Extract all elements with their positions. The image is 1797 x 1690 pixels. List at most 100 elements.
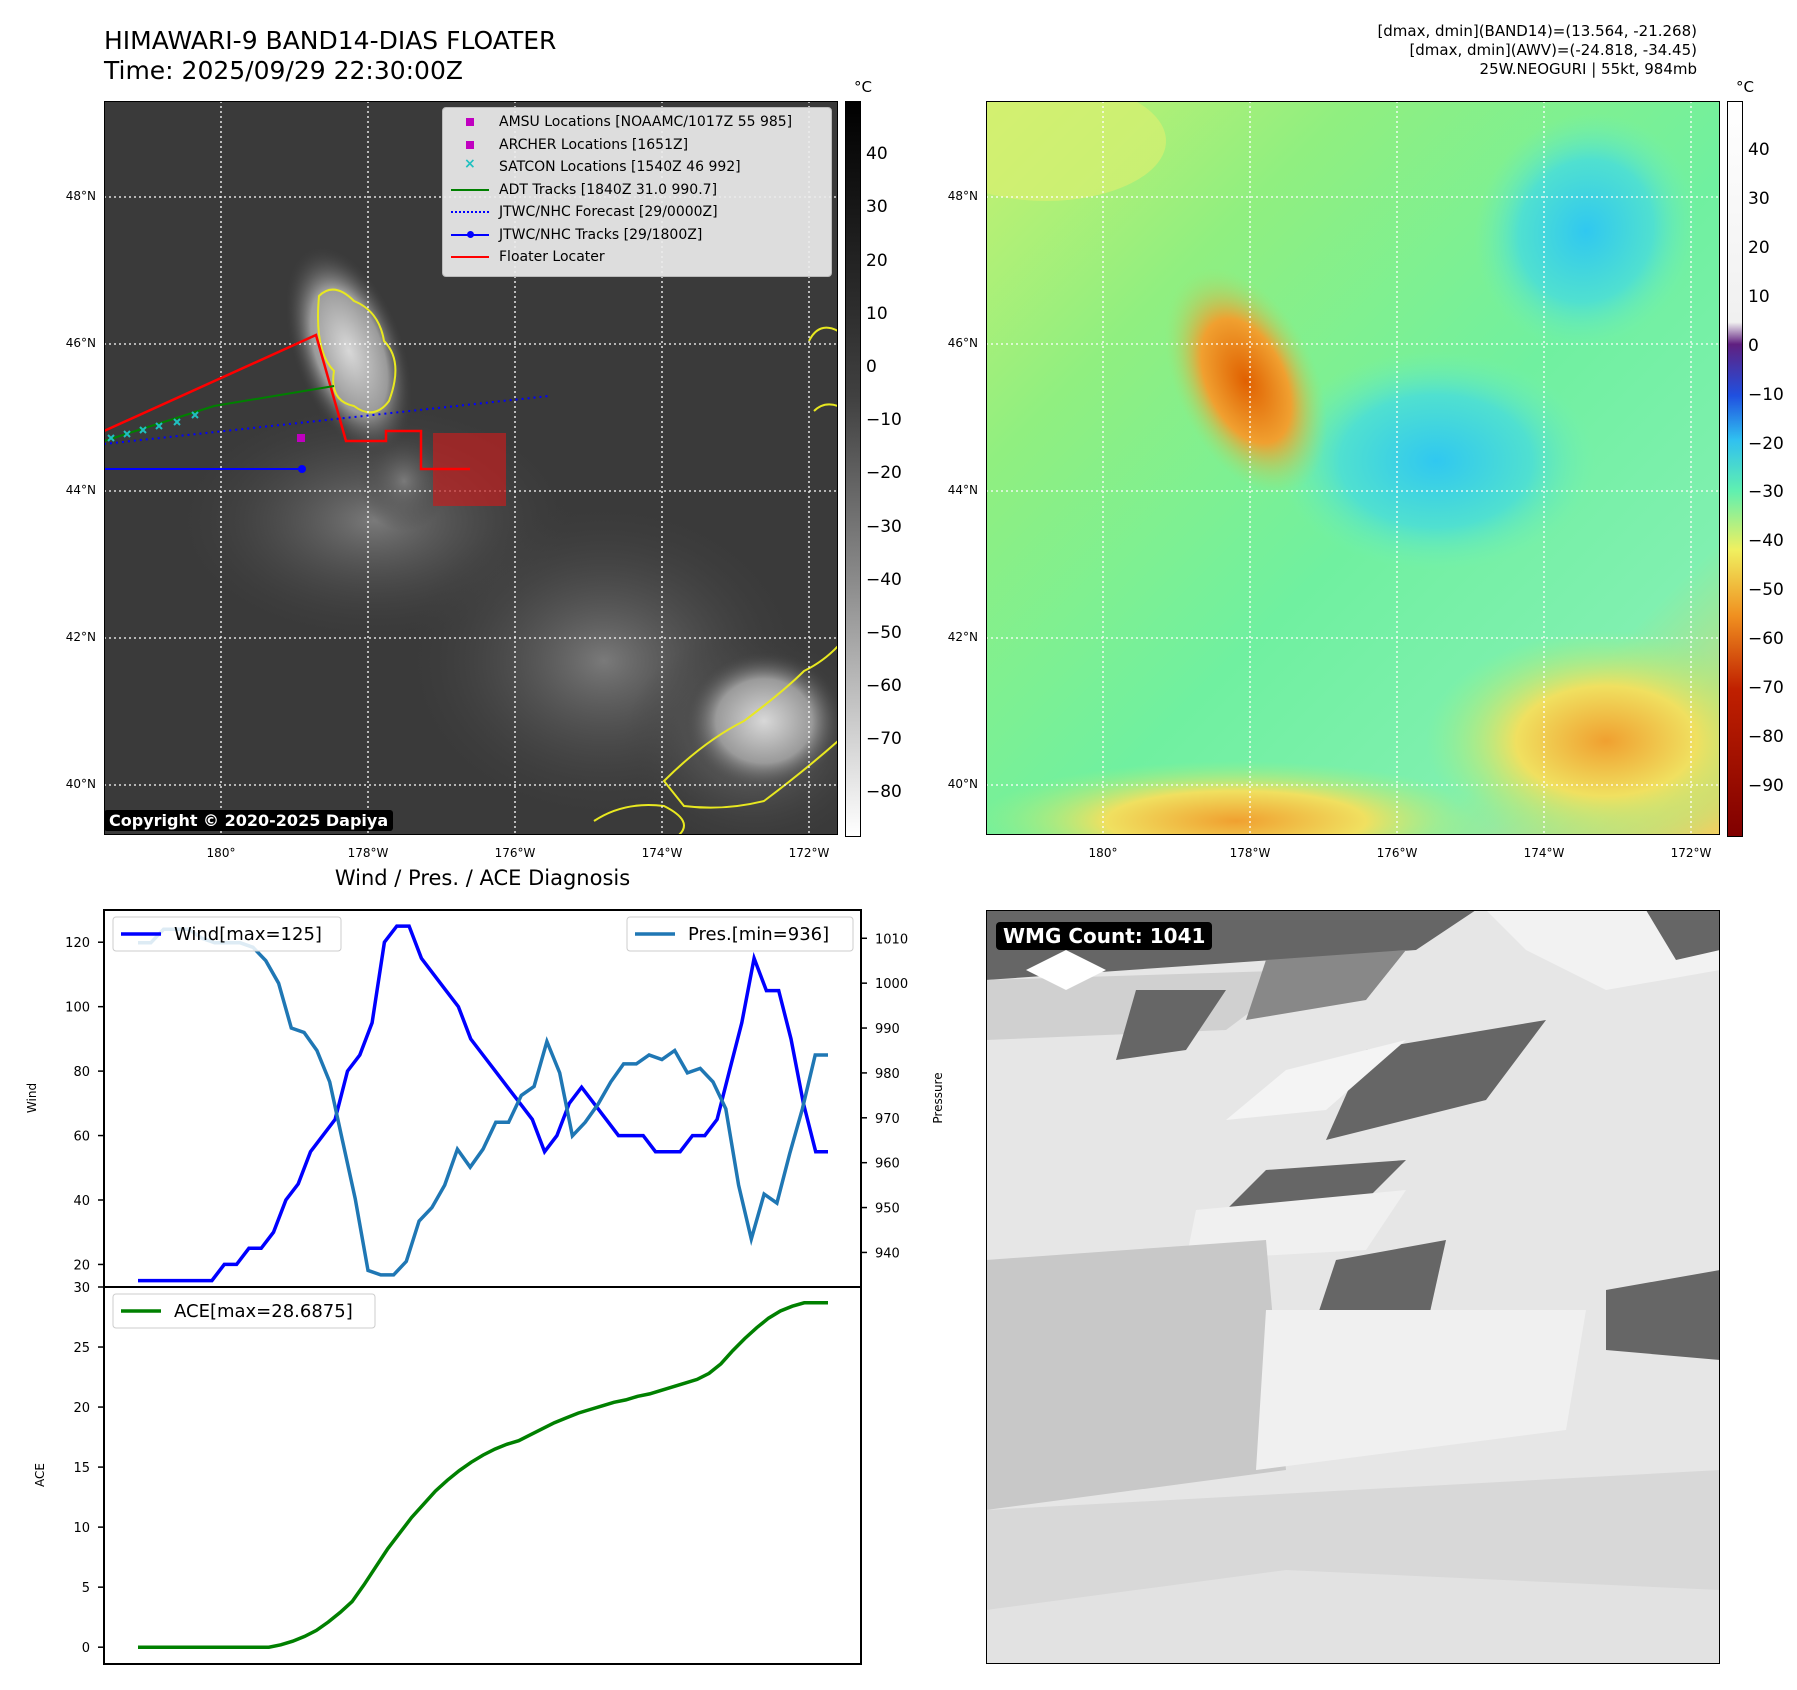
ace-legend-label: ACE[max=28.6875] xyxy=(174,1301,353,1322)
wind-ytick-label: 120 xyxy=(65,936,90,951)
wind-ytick-label: 60 xyxy=(73,1130,90,1145)
ace-ytick-label: 5 xyxy=(82,1581,90,1596)
map1-lat-label: 42°N xyxy=(65,630,96,644)
colorbar1 xyxy=(845,101,861,837)
cb2-ticks-label: 30 xyxy=(1748,188,1770,209)
legend-swatch xyxy=(451,250,489,264)
cb2-ticks-label: −40 xyxy=(1748,531,1784,552)
map2-lat-label: 46°N xyxy=(947,336,978,350)
satcon-markers xyxy=(107,411,199,442)
legend-entry: Floater Locater xyxy=(451,249,605,265)
wind-ylabel: Wind xyxy=(25,1083,39,1113)
wind-series-line xyxy=(138,924,828,1283)
map2-lat-label: 42°N xyxy=(947,630,978,644)
info-line-band14: [dmax, dmin](BAND14)=(13.564, -21.268) xyxy=(1377,22,1697,40)
ace-ylabel: ACE xyxy=(33,1463,47,1487)
cb1-ticks-label: −80 xyxy=(866,782,902,803)
copyright-badge: Copyright © 2020-2025 Dapiya xyxy=(104,810,394,831)
jtwc-track-point xyxy=(298,465,306,473)
legend-swatch xyxy=(451,115,489,129)
map1-lon-label: 174°W xyxy=(641,846,683,860)
info-block: [dmax, dmin](BAND14)=(13.564, -21.268) [… xyxy=(1097,22,1697,79)
cb1-ticks-label: 10 xyxy=(866,303,888,324)
cb1-ticks-label: −20 xyxy=(866,463,902,484)
map2-lon-label: 178°W xyxy=(1229,846,1271,860)
amsu-marker xyxy=(297,434,305,442)
pressure-legend-label: Pres.[min=936] xyxy=(688,924,829,945)
figure-time: Time: 2025/09/29 22:30:00Z xyxy=(104,56,463,85)
map2-lon-label: 172°W xyxy=(1670,846,1712,860)
map2-lon-label: 176°W xyxy=(1376,846,1418,860)
map1-lon-label: 172°W xyxy=(788,846,830,860)
cb2-ticks-label: 10 xyxy=(1748,286,1770,307)
colorbar2-unit: °C xyxy=(1736,78,1754,96)
ace-series-line xyxy=(138,1301,828,1649)
map2-lon-label: 180° xyxy=(1088,846,1118,860)
cb2-ticks-label: 0 xyxy=(1748,335,1759,356)
figure-title: HIMAWARI-9 BAND14-DIAS FLOATER xyxy=(104,26,557,55)
cb2-ticks-label: −60 xyxy=(1748,629,1784,650)
legend-label: JTWC/NHC Forecast [29/0000Z] xyxy=(499,204,718,220)
cb2-ticks-label: −80 xyxy=(1748,727,1784,748)
wind-yticks: 20 40 60 80 100 120 xyxy=(65,936,104,1273)
legend-swatch xyxy=(451,183,489,197)
pressure-ytick-label: 950 xyxy=(875,1202,900,1217)
map1-lat-label: 46°N xyxy=(65,336,96,350)
ace-ytick-label: 30 xyxy=(73,1281,90,1296)
wind-ytick-label: 80 xyxy=(73,1065,90,1080)
ace-ytick-label: 15 xyxy=(73,1461,90,1476)
cb2-ticks-label: −50 xyxy=(1748,580,1784,601)
legend-swatch xyxy=(451,205,489,219)
legend-label: ARCHER Locations [1651Z] xyxy=(499,136,689,153)
cb2-ticks-label: −30 xyxy=(1748,482,1784,503)
pressure-ytick-label: 970 xyxy=(875,1112,900,1127)
cb1-ticks-label: −40 xyxy=(866,569,902,590)
wmg-count-badge: WMG Count: 1041 xyxy=(996,922,1213,950)
cb2-ticks-label: 20 xyxy=(1748,237,1770,258)
cb1-ticks-label: 0 xyxy=(866,356,877,377)
colorbar2 xyxy=(1727,101,1743,837)
wind-ytick-label: 20 xyxy=(73,1258,90,1273)
ace-yticks: 0 5 10 15 20 25 30 xyxy=(73,1281,104,1656)
pressure-ytick-label: 1000 xyxy=(875,977,908,992)
map2-lat-label: 40°N xyxy=(947,777,978,791)
info-line-awv: [dmax, dmin](AWV)=(-24.818, -34.45) xyxy=(1409,41,1697,59)
cb1-ticks-label: −10 xyxy=(866,410,902,431)
pressure-ytick-label: 990 xyxy=(875,1022,900,1037)
map2-lon-label: 174°W xyxy=(1523,846,1565,860)
ace-ytick-label: 25 xyxy=(73,1341,90,1356)
map1-lon-label: 180° xyxy=(206,846,236,860)
legend-label: JTWC/NHC Tracks [29/1800Z] xyxy=(499,226,703,243)
ace-ytick-label: 0 xyxy=(82,1641,90,1656)
legend-swatch: × xyxy=(464,156,476,172)
cb1-ticks-label: 30 xyxy=(866,197,888,218)
legend-swatch xyxy=(451,138,489,152)
cb1-ticks-label: 40 xyxy=(866,144,888,165)
pressure-ylabel: Pressure xyxy=(931,1072,945,1123)
ace-ytick-label: 20 xyxy=(73,1401,90,1416)
jtwc-forecast-track xyxy=(104,395,550,445)
legend-entry: × SATCON Locations [1540Z 46 992] xyxy=(451,156,741,175)
cb2-ticks-label: −10 xyxy=(1748,384,1784,405)
wind-ytick-label: 100 xyxy=(65,1001,90,1016)
pressure-legend: Pres.[min=936] xyxy=(626,916,854,952)
diagnosis-title: Wind / Pres. / ACE Diagnosis xyxy=(334,866,631,890)
cb1-ticks-label: −70 xyxy=(866,729,902,750)
cb1-ticks-label: 20 xyxy=(866,250,888,271)
cb1-ticks-label: −60 xyxy=(866,676,902,697)
legend-swatch xyxy=(451,228,489,242)
wind-ytick-label: 40 xyxy=(73,1194,90,1209)
legend-entry: JTWC/NHC Forecast [29/0000Z] xyxy=(451,204,718,220)
wmg-panel xyxy=(986,910,1720,1664)
map1-lon-label: 178°W xyxy=(347,846,389,860)
pressure-yticks: 940 950 960 970 980 990 1000 1010 xyxy=(861,932,908,1261)
wind-pressure-axes xyxy=(103,909,862,1288)
ace-legend: ACE[max=28.6875] xyxy=(112,1293,376,1329)
adt-track xyxy=(104,385,335,442)
info-line-storm: 25W.NEOGURI | 55kt, 984mb xyxy=(1479,60,1697,78)
colorbar1-unit: °C xyxy=(854,78,872,96)
cb2-ticks-label: −90 xyxy=(1748,776,1784,797)
wind-legend: Wind[max=125] xyxy=(112,916,342,952)
map2-lat-label: 44°N xyxy=(947,483,978,497)
